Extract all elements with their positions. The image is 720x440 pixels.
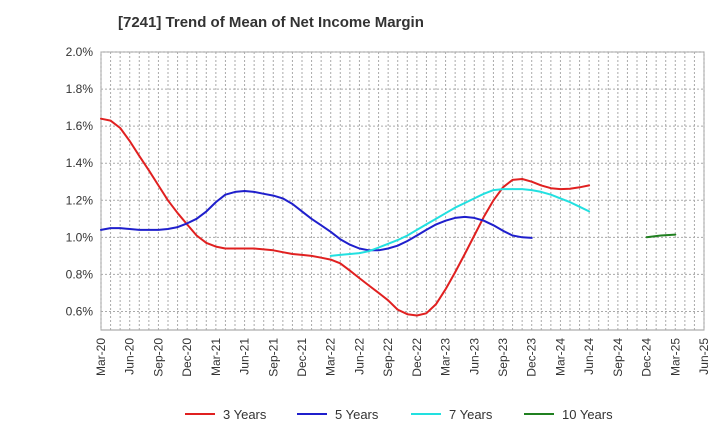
legend-label: 5 Years bbox=[335, 407, 379, 422]
series-line bbox=[100, 117, 591, 317]
legend: 3 Years 5 Years 7 Years 10 Years bbox=[185, 407, 613, 422]
x-tick-label: Jun-24 bbox=[582, 338, 596, 375]
x-tick-label: Mar-25 bbox=[668, 338, 682, 376]
y-tick-label: 1.2% bbox=[66, 193, 94, 207]
x-tick-label: Sep-23 bbox=[496, 338, 510, 377]
x-tick-label: Mar-22 bbox=[324, 338, 338, 376]
plot-area bbox=[100, 51, 705, 331]
x-axis: Mar-20 Jun-20 Sep-20 Dec-20 Mar-21 Jun-21 Sep-… bbox=[94, 338, 711, 377]
y-tick-label: 1.0% bbox=[66, 230, 94, 244]
x-tick-label: Dec-20 bbox=[180, 338, 194, 377]
legend-label: 10 Years bbox=[562, 407, 613, 422]
x-tick-label: Jun-25 bbox=[697, 338, 711, 375]
y-tick-label: 0.8% bbox=[66, 267, 94, 281]
chart-title: [7241] Trend of Mean of Net Income Margi… bbox=[118, 14, 424, 31]
y-tick-label: 1.4% bbox=[66, 156, 94, 170]
x-tick-label: Mar-21 bbox=[209, 338, 223, 376]
series-line bbox=[329, 188, 591, 257]
x-tick-label: Dec-23 bbox=[525, 338, 539, 377]
x-tick-label: Sep-22 bbox=[381, 338, 395, 377]
x-tick-label: Sep-21 bbox=[266, 338, 280, 377]
y-tick-label: 1.6% bbox=[66, 119, 94, 133]
x-tick-label: Jun-21 bbox=[238, 338, 252, 375]
y-tick-label: 2.0% bbox=[66, 45, 94, 59]
y-axis: 0.6% 0.8% 1.0% 1.2% 1.4% 1.6% 1.8% 2.0% bbox=[66, 45, 94, 318]
x-tick-label: Sep-24 bbox=[611, 338, 625, 377]
x-tick-label: Mar-23 bbox=[439, 338, 453, 376]
series-line bbox=[100, 190, 533, 252]
x-tick-label: Jun-22 bbox=[352, 338, 366, 375]
series-lines bbox=[100, 117, 677, 317]
y-tick-label: 1.8% bbox=[66, 82, 94, 96]
x-tick-label: Dec-24 bbox=[640, 338, 654, 377]
y-tick-label: 0.6% bbox=[66, 304, 94, 318]
x-tick-label: Mar-24 bbox=[553, 338, 567, 376]
series-line bbox=[645, 233, 677, 239]
x-tick-label: Jun-20 bbox=[123, 338, 137, 375]
legend-label: 3 Years bbox=[223, 407, 267, 422]
x-tick-label: Sep-20 bbox=[151, 338, 165, 377]
x-tick-label: Mar-20 bbox=[94, 338, 108, 376]
x-tick-label: Dec-22 bbox=[410, 338, 424, 377]
legend-label: 7 Years bbox=[449, 407, 493, 422]
x-tick-label: Dec-21 bbox=[295, 338, 309, 377]
x-tick-label: Jun-23 bbox=[467, 338, 481, 375]
